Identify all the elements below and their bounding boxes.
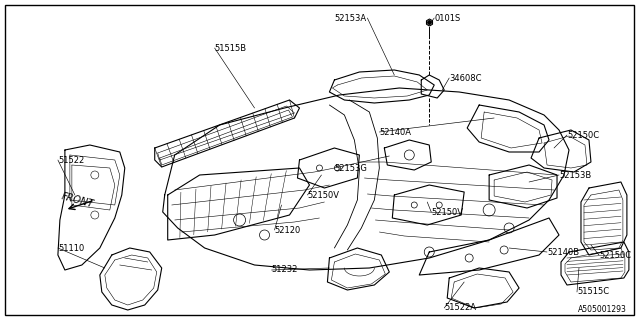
Text: 51515B: 51515B [214,44,247,52]
Text: 52150C: 52150C [567,131,599,140]
Text: 52153A: 52153A [335,13,367,22]
Text: 52153G: 52153G [335,164,367,172]
Text: 0101S: 0101S [434,13,461,22]
Text: 52153B: 52153B [559,171,591,180]
Text: 52140B: 52140B [547,247,579,257]
Text: FRONT: FRONT [60,191,95,209]
Text: 51232: 51232 [271,266,298,275]
Text: 51522A: 51522A [444,303,476,313]
Text: 52150C: 52150C [599,251,631,260]
Text: 34608C: 34608C [449,74,482,83]
Text: 51522: 51522 [58,156,84,164]
Text: 51515C: 51515C [577,287,609,297]
Text: A505001293: A505001293 [578,305,627,314]
Text: 51110: 51110 [58,244,84,252]
Text: 52150V: 52150V [431,207,463,217]
Text: 52120: 52120 [275,226,301,235]
Text: 52140A: 52140A [380,127,412,137]
Text: 52150V: 52150V [307,190,339,199]
